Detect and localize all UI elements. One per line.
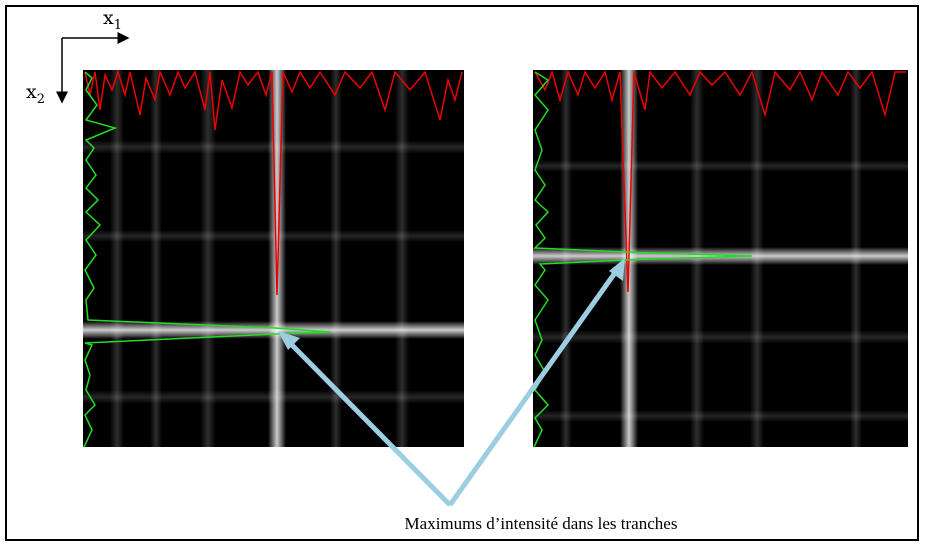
pointer-arrows: [278, 258, 625, 507]
slice-image: [533, 69, 908, 448]
caption: Maximums d’intensité dans les tranches: [405, 514, 678, 533]
axis-label: x2: [26, 81, 45, 107]
frame: [5, 5, 919, 541]
slice-image: [83, 69, 464, 448]
axis-label: x1: [103, 7, 122, 33]
